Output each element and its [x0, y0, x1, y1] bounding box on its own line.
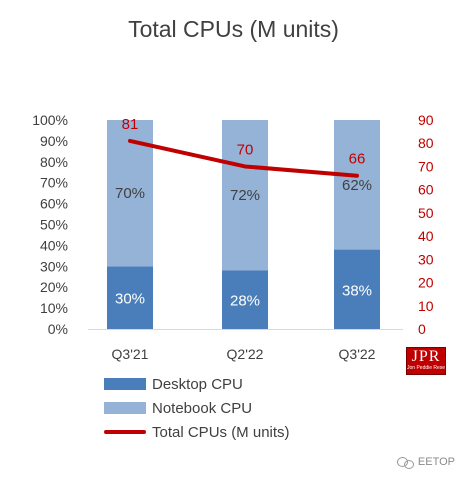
data-label-notebook: 72%: [230, 187, 260, 204]
data-label-total: 66: [349, 151, 366, 168]
legend-item-notebook: Notebook CPU: [104, 396, 290, 420]
left-axis-tick-label: 30%: [40, 258, 68, 274]
watermark-text: EETOP: [417, 456, 455, 468]
left-axis-tick-label: 60%: [40, 196, 68, 212]
legend-label-desktop: Desktop CPU: [152, 375, 243, 393]
left-axis-tick-label: 100%: [32, 112, 68, 128]
right-axis-tick-label: 0: [418, 321, 426, 337]
right-axis-tick-label: 90: [418, 112, 434, 128]
right-axis-tick-label: 30: [418, 251, 434, 267]
left-axis-tick-label: 10%: [40, 300, 68, 316]
data-label-total: 70: [237, 141, 254, 158]
x-axis-tick-label: Q2'22: [227, 346, 264, 362]
legend-item-desktop: Desktop CPU: [104, 372, 290, 396]
legend-swatch-desktop: [104, 378, 146, 390]
bar-desktop: [222, 270, 268, 329]
left-axis-tick-label: 70%: [40, 175, 68, 191]
chart-legend: Desktop CPU Notebook CPU Total CPUs (M u…: [104, 372, 290, 444]
left-axis-tick-label: 20%: [40, 279, 68, 295]
right-axis-tick-label: 50: [418, 205, 434, 221]
watermark: EETOP: [396, 456, 455, 469]
data-label-notebook: 70%: [115, 185, 145, 202]
right-axis-tick-label: 70: [418, 158, 434, 174]
left-axis-tick-label: 0%: [48, 321, 68, 337]
wechat-icon: [396, 456, 414, 469]
data-label-desktop: 38%: [342, 282, 372, 299]
left-axis-tick-label: 90%: [40, 133, 68, 149]
data-label-desktop: 28%: [230, 293, 260, 310]
right-axis-tick-label: 20: [418, 275, 434, 291]
data-label-notebook: 62%: [342, 177, 372, 194]
left-axis-tick-label: 40%: [40, 237, 68, 253]
legend-label-notebook: Notebook CPU: [152, 399, 253, 417]
left-axis-tick-label: 80%: [40, 154, 68, 170]
right-axis-tick-label: 60: [418, 182, 434, 198]
bar-desktop: [107, 266, 153, 329]
chart-title: Total CPUs (M units): [128, 16, 339, 42]
bar-notebook: [222, 120, 268, 271]
legend-label-total: Total CPUs (M units): [152, 423, 290, 441]
legend-swatch-notebook: [104, 402, 146, 414]
legend-item-total: Total CPUs (M units): [104, 420, 290, 444]
data-label-desktop: 30%: [115, 291, 145, 308]
data-label-total: 81: [122, 116, 139, 133]
x-axis-tick-label: Q3'21: [112, 346, 149, 362]
left-axis-tick-label: 50%: [40, 217, 68, 233]
right-axis-tick-label: 10: [418, 298, 434, 314]
logo-text: JPR: [411, 348, 441, 365]
logo-subtext: Jon Peddie Research: [407, 365, 445, 371]
x-axis-tick-label: Q3'22: [339, 346, 376, 362]
legend-swatch-total: [104, 430, 146, 434]
jpr-logo: JPR Jon Peddie Research: [406, 347, 446, 375]
right-axis-tick-label: 80: [418, 135, 434, 151]
bar-desktop: [334, 249, 380, 329]
bar-notebook: [334, 120, 380, 250]
right-axis-tick-label: 40: [418, 228, 434, 244]
